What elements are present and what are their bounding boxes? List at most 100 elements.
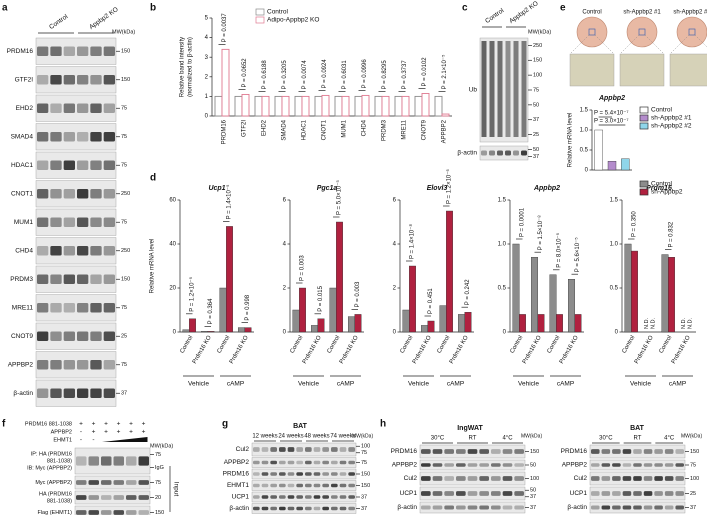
blot-band bbox=[331, 495, 338, 499]
blot-band bbox=[421, 449, 431, 454]
row-label: Ub bbox=[469, 87, 478, 94]
bar bbox=[409, 265, 416, 333]
blot-band bbox=[432, 505, 443, 510]
x-tick-label: APPBP2 bbox=[442, 119, 448, 143]
y-tick-label: 0.5 bbox=[610, 286, 619, 292]
p-value: P = 5.4×10⁻⁷ bbox=[594, 110, 629, 117]
y-axis-label: (normalized to β-actin) bbox=[188, 37, 194, 97]
y-tick-label: 4 bbox=[205, 35, 209, 41]
blot-band bbox=[103, 274, 115, 285]
blot-band bbox=[279, 483, 286, 488]
blot-band bbox=[491, 505, 501, 510]
p-value: P = 8.0×10⁻⁵ bbox=[555, 232, 562, 267]
blot-band bbox=[37, 131, 49, 142]
blot-band bbox=[612, 449, 621, 454]
blot-band bbox=[675, 491, 684, 496]
y-tick-label: 1.5 bbox=[498, 198, 507, 204]
mw-label: 37 bbox=[530, 505, 536, 511]
blot-band bbox=[90, 188, 102, 199]
condition-label: PRDM16 881-1038 bbox=[25, 421, 72, 427]
blot-band bbox=[479, 463, 489, 467]
condition-mark: + bbox=[129, 429, 133, 436]
blot-band bbox=[497, 150, 503, 156]
blot-band bbox=[90, 274, 102, 285]
blot-band bbox=[37, 160, 49, 171]
blot-band bbox=[77, 359, 89, 370]
blot-band bbox=[50, 188, 62, 199]
blot-band bbox=[654, 491, 663, 496]
value-label: N.D. bbox=[644, 318, 650, 329]
blot-band bbox=[279, 447, 286, 452]
mw-label: 100 bbox=[533, 73, 542, 79]
blot-band bbox=[305, 506, 312, 511]
bar bbox=[329, 287, 337, 333]
blot-band bbox=[591, 505, 600, 510]
blot-strip bbox=[419, 486, 526, 501]
blot-band bbox=[502, 491, 513, 496]
blot-title: BAT bbox=[293, 423, 308, 430]
x-tick-label: CHD4 bbox=[362, 119, 368, 136]
blot-band bbox=[432, 476, 443, 481]
blot-band bbox=[76, 510, 87, 515]
blot-band bbox=[296, 495, 303, 499]
blot-strip bbox=[251, 442, 357, 457]
blot-band bbox=[481, 150, 487, 156]
bar bbox=[594, 129, 603, 171]
blot-band bbox=[77, 245, 89, 256]
y-tick-label: 0 bbox=[503, 330, 507, 336]
mw-label: 50 bbox=[533, 102, 539, 108]
mw-label: 250 bbox=[121, 191, 130, 197]
blot-band bbox=[348, 460, 355, 465]
panel-letter: b bbox=[150, 3, 156, 14]
blot-band bbox=[456, 449, 466, 454]
mw-label: 75 bbox=[155, 452, 161, 458]
x-tick-label: SMAD4 bbox=[282, 119, 288, 140]
row-label: SMAD4 bbox=[11, 133, 34, 140]
blot-band bbox=[479, 505, 489, 510]
blot-band bbox=[432, 491, 443, 496]
ramp bbox=[102, 437, 148, 442]
blot-band bbox=[63, 331, 75, 342]
blot-band bbox=[622, 449, 632, 454]
blot-strip bbox=[479, 37, 529, 143]
mw-label: 20 bbox=[155, 495, 161, 501]
group-label: cAMP bbox=[337, 381, 354, 388]
blot-band bbox=[467, 449, 478, 454]
blot-band bbox=[76, 495, 87, 500]
mw-label: 37 bbox=[533, 117, 539, 123]
p-value: P = 1.5×10⁻⁸ bbox=[537, 215, 544, 250]
bar bbox=[537, 314, 545, 333]
blot-band bbox=[37, 359, 49, 370]
blot-band bbox=[633, 449, 642, 454]
blot-band bbox=[287, 506, 295, 511]
mw-label: 150 bbox=[530, 449, 539, 455]
blot-band bbox=[444, 476, 454, 481]
row-label: Cul2 bbox=[236, 446, 250, 453]
bar bbox=[556, 314, 563, 333]
blot-strip bbox=[35, 180, 117, 208]
blot-band bbox=[76, 480, 87, 485]
column-label: 74 weeks bbox=[330, 434, 355, 440]
blot-band bbox=[322, 472, 329, 476]
blot-band bbox=[296, 460, 303, 465]
x-tick-label: Control bbox=[436, 335, 451, 355]
y-tick-label: 0 bbox=[585, 168, 589, 174]
bar bbox=[402, 309, 410, 333]
blot-band bbox=[331, 472, 338, 476]
mw-label: 150 bbox=[361, 471, 370, 477]
y-tick-label: 0 bbox=[173, 330, 177, 336]
blot-band bbox=[50, 274, 62, 285]
blot-band bbox=[253, 483, 260, 488]
column-label: 30°C bbox=[599, 436, 613, 442]
row-label: EHMT1 bbox=[227, 482, 249, 489]
y-tick-label: 5 bbox=[205, 16, 209, 22]
blot-band bbox=[279, 460, 286, 465]
y-tick-label: 1.0 bbox=[610, 242, 619, 248]
group-label: Vehicle bbox=[630, 381, 651, 388]
blot-strip bbox=[35, 265, 117, 293]
blot-band bbox=[90, 46, 102, 57]
blot-band bbox=[50, 46, 62, 57]
y-tick-label: 0 bbox=[283, 330, 287, 336]
bar bbox=[238, 327, 245, 333]
column-label: 48 weeks bbox=[304, 434, 329, 440]
